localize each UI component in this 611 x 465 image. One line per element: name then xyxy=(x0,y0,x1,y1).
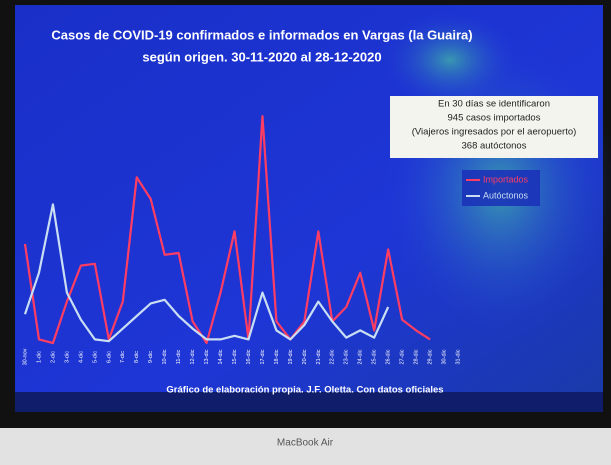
x-tick-label: 6-dic xyxy=(106,351,112,363)
x-tick-label: 23-dic xyxy=(344,349,350,364)
x-tick-label: 16-dic xyxy=(246,349,252,364)
x-tick-label: 1-dic xyxy=(36,351,42,363)
x-tick-label: 26-dic xyxy=(386,349,392,364)
x-tick-label: 4-dic xyxy=(78,351,84,363)
x-tick-label: 22-dic xyxy=(330,349,336,364)
x-tick-label: 15-dic xyxy=(232,349,238,364)
legend-label: Importados xyxy=(483,174,529,184)
x-tick-label: 28-dic xyxy=(414,349,420,364)
annotation: 368 autóctonos xyxy=(462,141,527,152)
x-tick-label: 12-dic xyxy=(190,349,196,364)
x-tick-label: 3-dic xyxy=(64,351,70,363)
x-tick-label: 30-nov xyxy=(22,348,28,365)
x-tick-label: 31-dic xyxy=(455,349,461,364)
x-tick-label: 29-dic xyxy=(428,349,434,364)
x-tick-label: 30-dic xyxy=(441,349,447,364)
x-tick-label: 9-dic xyxy=(148,351,154,363)
legend-label: Autóctonos xyxy=(483,190,529,200)
x-tick-label: 14-dic xyxy=(218,349,224,364)
x-tick-label: 20-dic xyxy=(302,349,308,364)
chart-title: según origen. 30-11-2020 al 28-12-2020 xyxy=(142,49,381,64)
footer: Gráfico de elaboración propia. J.F. Olet… xyxy=(166,385,443,396)
x-tick-label: 19-dic xyxy=(288,349,294,364)
x-tick-label: 18-dic xyxy=(274,349,280,364)
chart-title: Casos de COVID-19 confirmados e informad… xyxy=(51,27,472,42)
x-tick-label: 7-dic xyxy=(120,351,126,363)
x-tick-label: 27-dic xyxy=(400,349,406,364)
x-tick-label: 24-dic xyxy=(358,349,364,364)
x-tick-label: 17-dic xyxy=(260,349,266,364)
chart: MacBook Air Casos de COVID-19 confirmado… xyxy=(0,0,611,465)
x-tick-label: 13-dic xyxy=(204,349,210,364)
annotation: 945 casos importados xyxy=(448,113,541,124)
annotation: En 30 días se identificaron xyxy=(438,99,550,110)
x-tick-label: 5-dic xyxy=(92,351,98,363)
x-tick-label: 21-dic xyxy=(316,349,322,364)
x-tick-label: 25-dic xyxy=(372,349,378,364)
page: MacBook Air Casos de COVID-19 confirmado… xyxy=(0,0,611,465)
x-tick-label: 11-dic xyxy=(176,349,182,364)
virus-image xyxy=(380,10,520,110)
x-tick-label: 8-dic xyxy=(134,351,140,363)
annotation: (Viajeros ingresados por el aeropuerto) xyxy=(412,127,577,138)
device-label: MacBook Air xyxy=(277,438,334,449)
x-tick-label: 2-dic xyxy=(50,351,56,363)
x-tick-label: 10-dic xyxy=(162,349,168,364)
